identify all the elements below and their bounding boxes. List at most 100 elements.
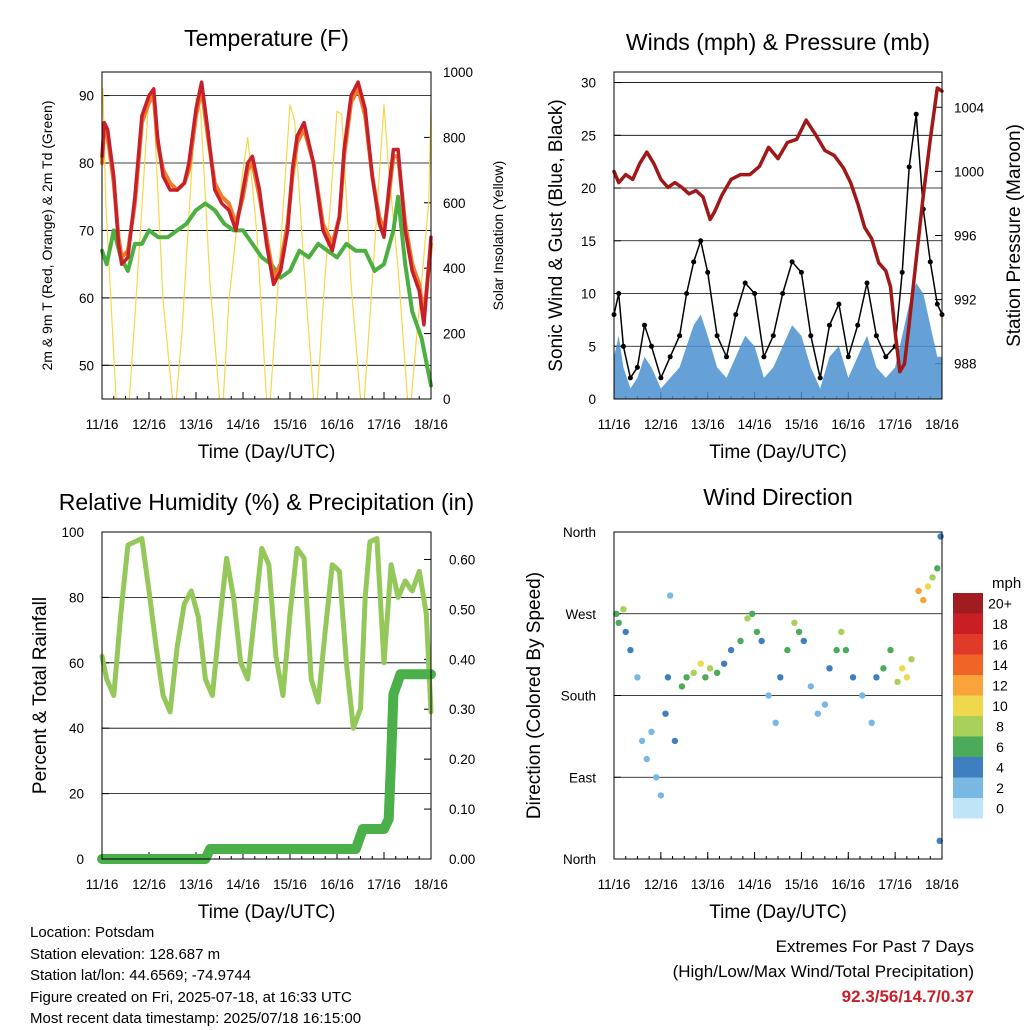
y2-tick-label: 400: [443, 261, 466, 276]
direction-point: [936, 837, 943, 844]
y2-tick-label: 0.00: [449, 852, 475, 867]
wind-area: [614, 283, 942, 399]
direction-point: [662, 710, 669, 717]
legend-title: mph: [992, 575, 1021, 592]
extremes-values: 92.3/56/14.7/0.37: [841, 987, 974, 1006]
direction-point: [894, 678, 901, 686]
legend-label: 12: [992, 677, 1008, 693]
y-tick-label: South: [561, 689, 596, 704]
x-tick-label: 13/16: [179, 877, 213, 892]
direction-point: [634, 674, 641, 681]
td-line: [100, 194, 433, 388]
x-tick-label: 16/16: [831, 417, 865, 432]
panel-title: Wind Direction: [703, 484, 853, 510]
y-tick-label: 80: [79, 156, 94, 171]
y-tick-label: 25: [581, 128, 596, 143]
y-tick-label: 15: [581, 234, 596, 249]
direction-point: [713, 669, 721, 676]
direction-point: [826, 665, 833, 672]
y2-tick-label: 600: [443, 196, 466, 211]
t9m-line: [100, 86, 433, 321]
x-tick-label: 15/16: [785, 877, 819, 892]
location-text: Location: Potsdam: [30, 924, 155, 941]
legend-label: 18: [992, 616, 1008, 632]
x-tick-label: 11/16: [598, 417, 631, 432]
legend-label: 6: [996, 739, 1004, 755]
y-tick-label: 20: [581, 181, 596, 196]
direction-point: [924, 583, 932, 590]
direction-point: [929, 574, 936, 581]
y-axis-label: Sonic Wind & Gust (Blue, Black): [546, 99, 567, 371]
y2-tick-label: 996: [954, 229, 977, 244]
x-tick-label: 15/16: [273, 417, 307, 432]
extremes-subtitle: (High/Low/Max Wind/Total Precipitation): [672, 962, 974, 981]
direction-point: [899, 665, 906, 672]
direction-point: [667, 592, 674, 599]
x-tick-label: 15/16: [273, 877, 307, 892]
direction-point: [772, 719, 779, 726]
legend-swatch: [953, 634, 983, 655]
x-tick-label: 13/16: [691, 877, 725, 892]
legend-swatch: [953, 757, 983, 778]
direction-point: [697, 660, 704, 667]
x-tick-label: 14/16: [226, 417, 260, 432]
plot-border: [101, 71, 432, 400]
panel-1: Temperature (F) 11/16 12/16 13/16 14/16 15/16…: [39, 25, 506, 463]
x-tick-label: 11/16: [86, 417, 119, 432]
x-axis-label: Time (Day/UTC): [709, 902, 847, 923]
created-text: Figure created on Fri, 2025-07-18, at 16…: [30, 988, 352, 1006]
direction-points: [613, 533, 944, 844]
station-info: Location: Potsdam Station elevation: 128…: [30, 922, 361, 1030]
x-tick-label: 12/16: [644, 417, 678, 432]
extremes-title: Extremes For Past 7 Days: [775, 937, 974, 956]
legend-swatch: [953, 716, 983, 737]
y2-tick-label: 0: [443, 392, 451, 407]
gust-line: [613, 113, 943, 379]
panel-4: Wind Direction 11/16 12/16 13/16 14/16 15/16 1…: [524, 484, 1021, 923]
direction-point: [887, 646, 894, 654]
direction-point: [833, 646, 840, 654]
y2-tick-label: 992: [954, 293, 977, 308]
legend-swatch: [953, 736, 983, 757]
panel-title: Temperature (F): [184, 25, 349, 51]
x-tick-label: 14/16: [738, 877, 772, 892]
direction-point: [720, 660, 728, 667]
x-tick-label: 13/16: [691, 417, 725, 432]
legend-swatch: [953, 798, 983, 819]
direction-point: [868, 719, 875, 726]
legend-label: 10: [992, 698, 1008, 714]
direction-point: [838, 628, 845, 636]
recent-text: Most recent data timestamp: 2025/07/18 1…: [30, 1010, 362, 1027]
x-tick-label: 17/16: [878, 877, 912, 892]
y-tick-label: 20: [69, 787, 84, 802]
direction-point: [706, 665, 714, 672]
direction-point: [937, 533, 944, 540]
direction-point: [807, 683, 814, 690]
x-tick-label: 17/16: [367, 877, 401, 892]
x-tick-label: 11/16: [86, 877, 119, 892]
direction-point: [648, 728, 655, 735]
direction-point: [613, 610, 620, 617]
direction-point: [664, 674, 672, 681]
y2-tick-label: 1000: [954, 164, 984, 179]
legend-swatch: [953, 675, 983, 696]
x-tick-label: 16/16: [831, 877, 865, 892]
y2-axis-label: Solar Insolation (Yellow): [490, 161, 506, 311]
direction-point: [873, 674, 880, 681]
direction-point: [678, 683, 686, 690]
x-tick-label: 18/16: [925, 417, 959, 432]
direction-point: [690, 669, 697, 676]
y2-tick-label: 1000: [443, 65, 473, 80]
direction-point: [821, 701, 829, 708]
y-tick-label: 50: [79, 358, 94, 373]
y-tick-label: 40: [69, 721, 84, 736]
direction-point: [620, 606, 627, 613]
y-axis-label: Percent & Total Rainfall: [30, 597, 51, 794]
x-tick-label: 18/16: [925, 877, 959, 892]
x-tick-label: 12/16: [132, 877, 166, 892]
y-tick-label: 0: [588, 392, 596, 407]
y2-tick-label: 0.10: [449, 802, 475, 817]
extremes-box: Extremes For Past 7 Days (High/Low/Max W…: [673, 934, 974, 1009]
y-tick-label: 30: [581, 76, 596, 91]
